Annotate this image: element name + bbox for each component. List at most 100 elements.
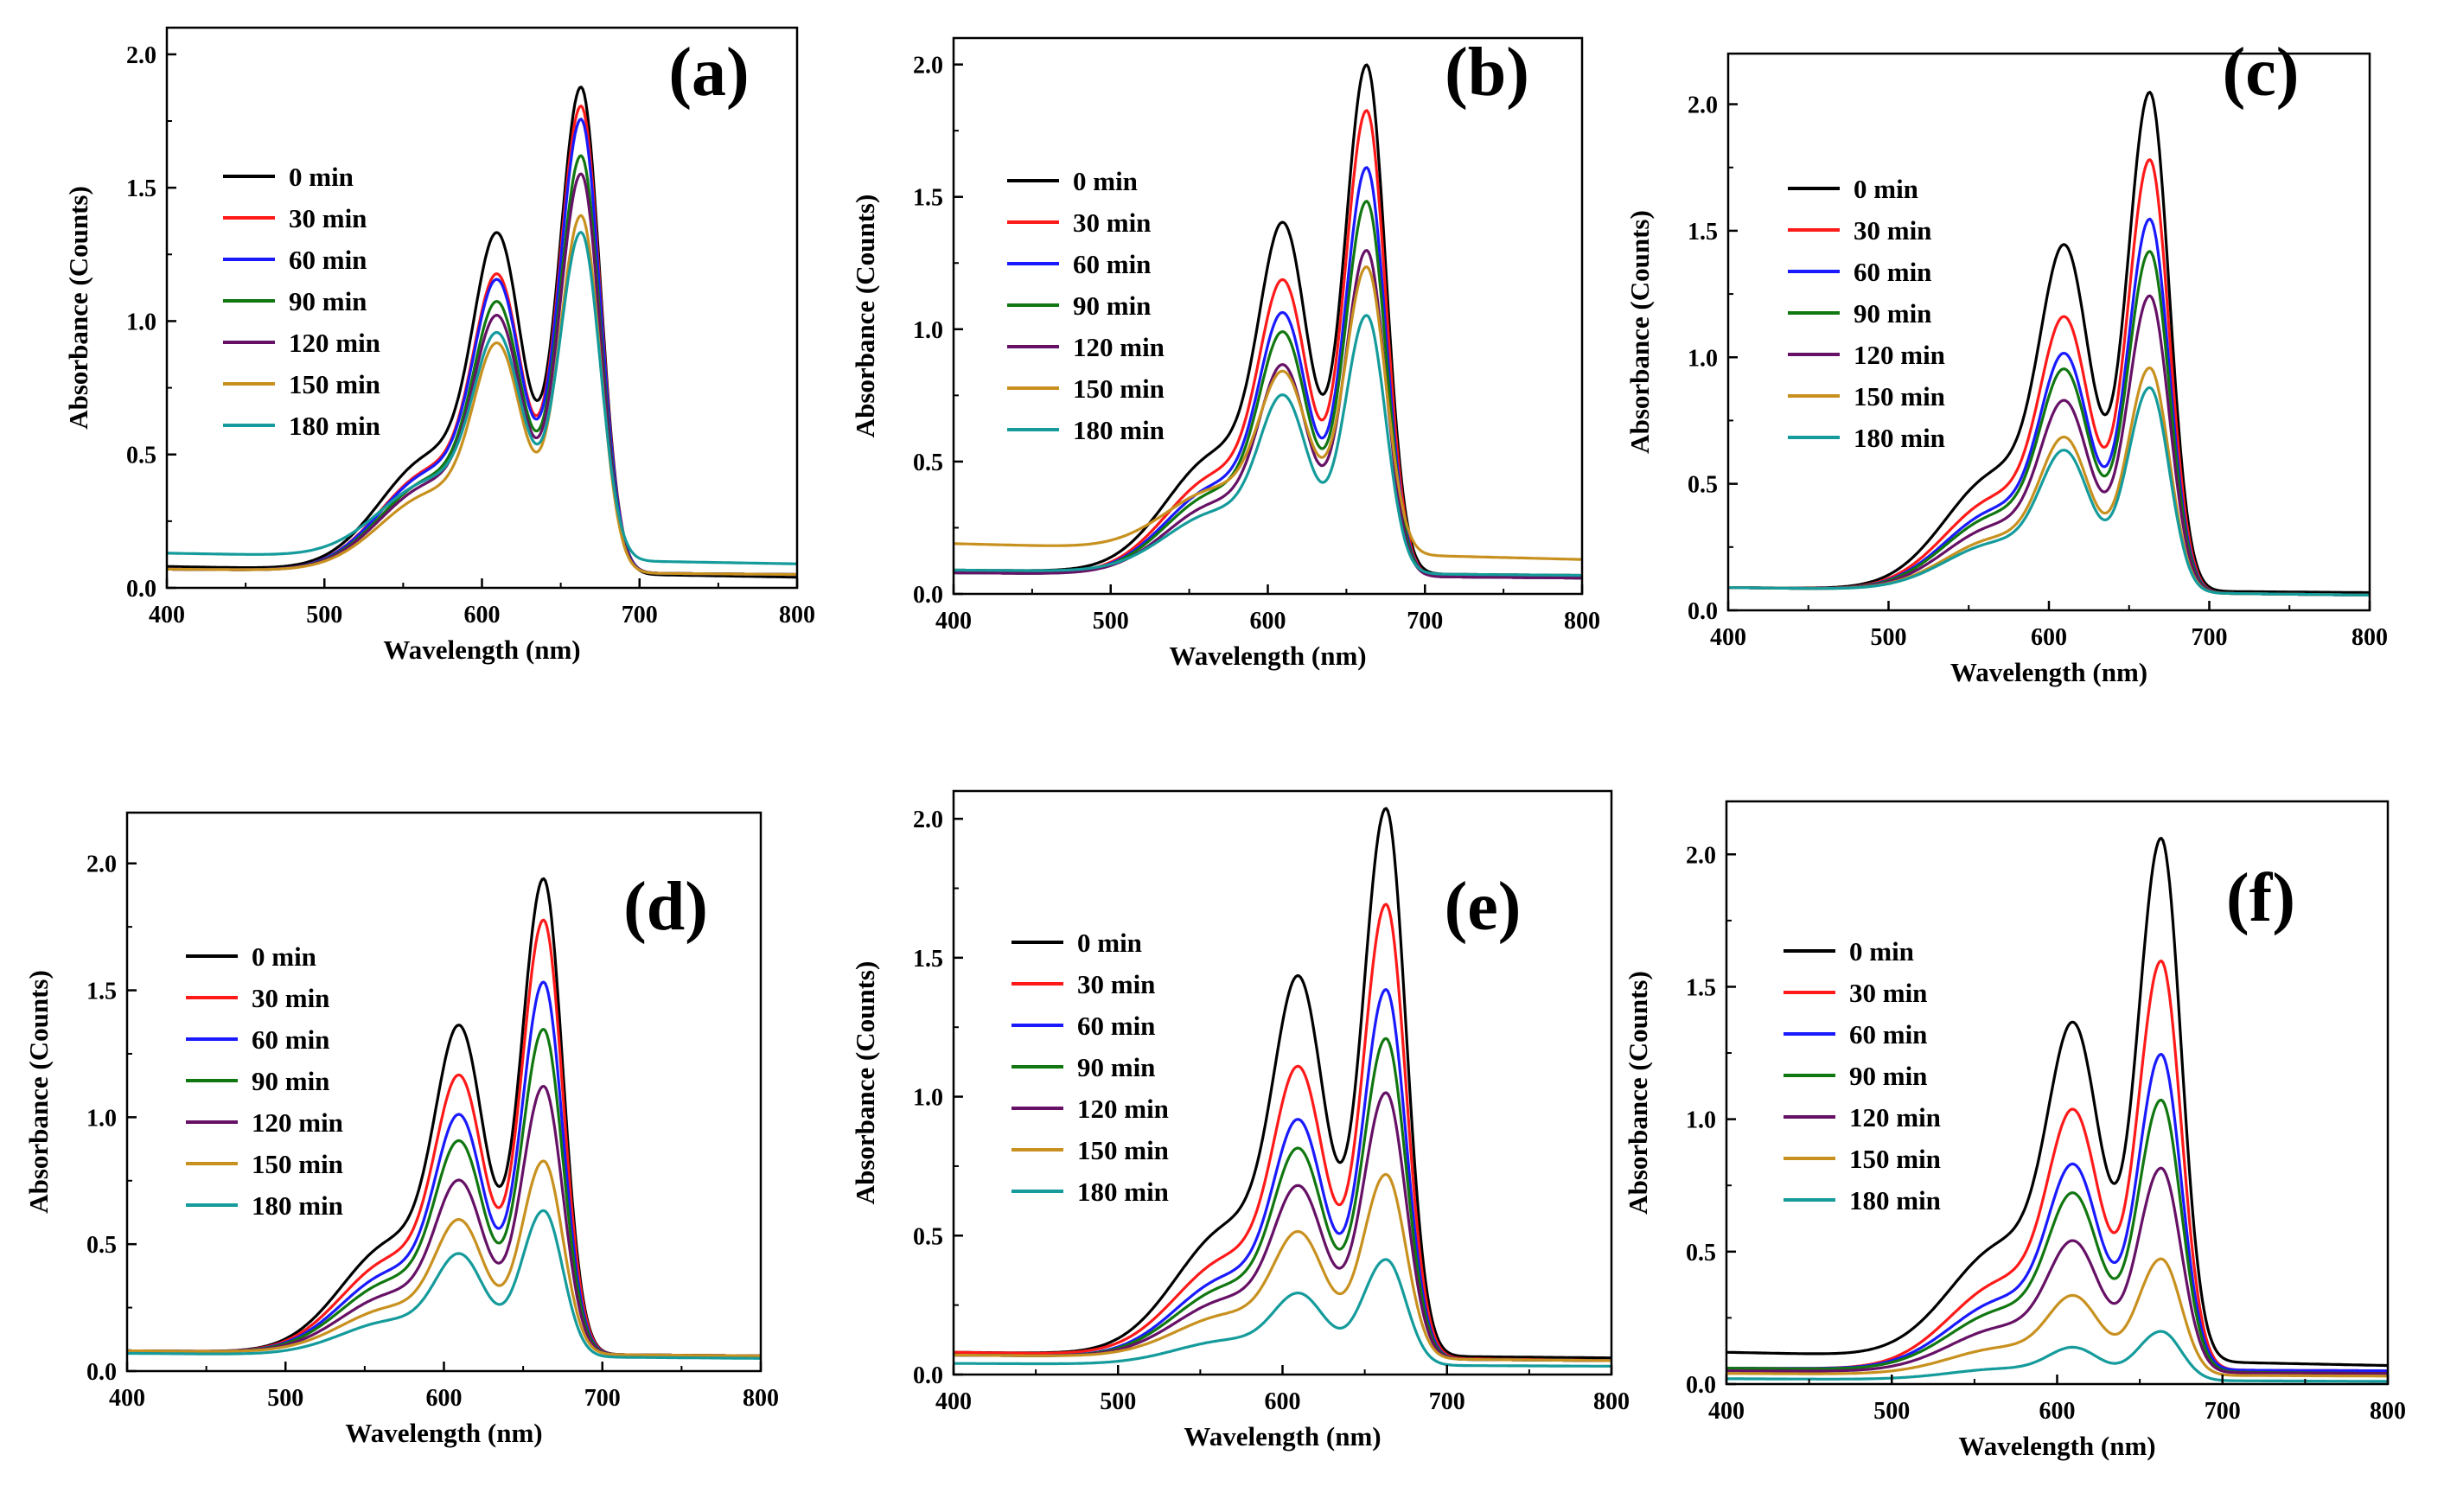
y-tick-label: 1.5 [913,946,943,973]
y-axis-label: Absorbance (Counts) [850,961,880,1205]
legend-label: 0 min [1073,166,1138,196]
x-tick-label: 800 [1593,1388,1630,1415]
legend-label: 30 min [1854,215,1931,246]
y-tick-label: 1.0 [1688,345,1718,372]
y-tick-label: 0.5 [126,443,156,469]
legend-label: 120 min [1077,1094,1169,1124]
x-tick-label: 600 [464,602,501,628]
x-tick-label: 800 [743,1385,779,1412]
series-line-60-min [954,166,1582,580]
x-tick-label: 600 [1250,608,1286,635]
legend-label: 60 min [252,1024,329,1055]
x-tick-label: 800 [779,602,815,628]
y-tick-label: 1.0 [126,309,156,335]
x-tick-label: 600 [2031,624,2067,651]
series-line-30-min [1726,959,2388,1373]
series-line-0-min [127,877,761,1357]
x-tick-label: 400 [935,1388,972,1415]
legend-label: 150 min [1073,373,1165,404]
y-tick-label: 0.5 [1686,1240,1716,1266]
legend-label: 0 min [252,941,316,972]
series-line-180-min [954,314,1582,577]
series-line-90-min [954,1037,1611,1362]
x-axis-label: Wavelength (nm) [1169,641,1366,671]
series-line-180-min [167,231,797,565]
x-tick-label: 500 [306,602,342,628]
legend-label: 90 min [1077,1052,1155,1082]
panel-label: (c) [2223,35,2300,111]
legend-label: 60 min [289,245,367,275]
legend-label: 90 min [1854,298,1931,329]
x-tick-label: 700 [584,1385,621,1412]
legend-label: 0 min [1849,936,1914,967]
x-tick-label: 800 [2370,1398,2406,1425]
panel-label: (f) [2226,860,2295,936]
y-tick-label: 1.0 [1686,1107,1716,1134]
legend: 0 min 30 min 60 min 90 min 120 min 150 min 180… [1784,936,1941,1215]
legend-label: 30 min [1077,969,1155,999]
legend-label: 0 min [1854,174,1918,204]
y-tick-label: 1.5 [86,979,117,1005]
legend-label: 150 min [252,1149,343,1179]
series-line-150-min [1726,1257,2388,1378]
y-tick-label: 2.0 [1688,93,1718,119]
x-axis-label: Wavelength (nm) [383,635,580,665]
series-line-180-min [1726,1330,2388,1383]
y-tick-label: 1.5 [1686,974,1716,1001]
y-tick-label: 2.0 [913,53,943,80]
y-tick-label: 0.0 [913,582,943,609]
series-line-30-min [1728,158,2370,597]
legend-label: 120 min [1849,1102,1941,1132]
legend: 0 min 30 min 60 min 90 min 120 min 150 min 180… [1007,166,1165,445]
x-tick-label: 500 [1871,624,1907,651]
x-tick-label: 400 [109,1385,145,1412]
y-tick-label: 0.0 [126,576,156,603]
series-line-150-min [167,214,797,577]
y-axis-label: Absorbance (Counts) [63,186,93,430]
y-tick-label: 1.0 [913,317,943,344]
y-tick-label: 1.5 [1688,219,1718,246]
y-tick-label: 2.0 [126,42,156,69]
chart-panel: 400 500 600 700 800 0.0 0.5 1.0 1.5 2.0 Wavelength… [63,26,815,665]
y-tick-label: 0.5 [913,1223,943,1250]
legend-label: 150 min [1854,381,1945,411]
y-tick-label: 0.0 [1686,1372,1716,1399]
x-tick-label: 400 [1710,624,1746,651]
x-tick-label: 600 [2039,1398,2076,1425]
legend-label: 0 min [289,162,354,192]
x-tick-label: 500 [1093,608,1129,635]
chart-panel: 400 500 600 700 800 0.0 0.5 1.0 1.5 2.0 Wavelength… [23,811,779,1448]
y-tick-label: 1.5 [126,175,156,202]
chart-panel: 400 500 600 700 800 0.0 0.5 1.0 1.5 2.0 Wavelength… [850,35,1600,671]
legend-label: 60 min [1854,257,1931,287]
legend-label: 180 min [1077,1177,1169,1207]
legend: 0 min 30 min 60 min 90 min 120 min 150 min 180… [1011,928,1169,1207]
legend-label: 30 min [289,203,367,233]
chart-panel: 400 500 600 700 800 0.0 0.5 1.0 1.5 2.0 Wavelength… [1624,35,2388,687]
y-axis-label: Absorbance (Counts) [1623,971,1653,1215]
panel-label: (a) [668,35,749,111]
x-axis-label: Wavelength (nm) [1950,657,2147,687]
legend-label: 120 min [252,1107,343,1138]
legend-label: 150 min [1849,1144,1941,1174]
legend-label: 180 min [252,1190,343,1221]
y-tick-label: 2.0 [86,852,117,878]
legend-label: 30 min [1073,207,1151,238]
legend-label: 90 min [1849,1061,1927,1091]
x-axis-label: Wavelength (nm) [1958,1431,2155,1461]
series-line-90-min [127,1028,761,1357]
series-line-120-min [1728,294,2370,597]
chart-panel: 400 500 600 700 800 0.0 0.5 1.0 1.5 2.0 Wavelength… [1623,800,2406,1461]
series-line-150-min [954,1172,1611,1362]
x-tick-label: 500 [267,1385,303,1412]
legend-label: 120 min [289,328,380,358]
series-line-0-min [1728,91,2370,595]
panel-label: (b) [1445,35,1529,111]
y-tick-label: 2.0 [913,807,943,833]
y-tick-label: 1.0 [913,1085,943,1112]
x-tick-label: 800 [2351,624,2388,651]
y-tick-label: 0.5 [86,1232,117,1259]
y-axis-label: Absorbance (Counts) [23,970,54,1214]
legend-label: 120 min [1854,340,1945,370]
